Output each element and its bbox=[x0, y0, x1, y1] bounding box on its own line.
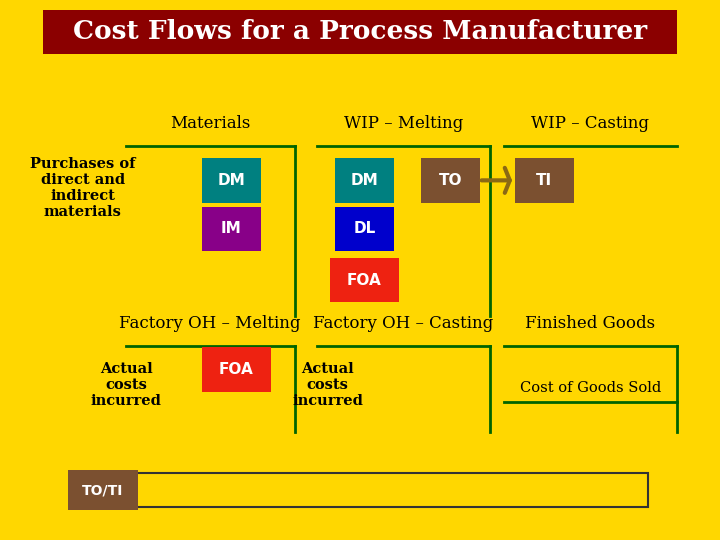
Text: TI: TI bbox=[536, 173, 552, 188]
FancyBboxPatch shape bbox=[68, 470, 138, 510]
Text: Actual
costs
incurred: Actual costs incurred bbox=[91, 362, 161, 408]
Text: WIP – Casting: WIP – Casting bbox=[531, 116, 649, 132]
Text: DL: DL bbox=[354, 221, 375, 237]
Text: DM: DM bbox=[351, 173, 378, 188]
FancyBboxPatch shape bbox=[335, 207, 394, 251]
Text: Cost of Goods Sold: Cost of Goods Sold bbox=[520, 381, 661, 395]
FancyBboxPatch shape bbox=[515, 158, 574, 202]
Text: Actual
costs
incurred: Actual costs incurred bbox=[292, 362, 363, 408]
Text: DM: DM bbox=[217, 173, 245, 188]
Text: Materials: Materials bbox=[170, 116, 251, 132]
FancyBboxPatch shape bbox=[202, 347, 271, 392]
FancyBboxPatch shape bbox=[43, 10, 677, 54]
Text: Cost transferred out/transferred in: Cost transferred out/transferred in bbox=[225, 481, 596, 500]
FancyBboxPatch shape bbox=[330, 258, 399, 302]
Text: TO: TO bbox=[439, 173, 462, 188]
Text: TO/TI: TO/TI bbox=[82, 483, 124, 497]
FancyBboxPatch shape bbox=[335, 158, 394, 202]
Text: Finished Goods: Finished Goods bbox=[526, 315, 655, 332]
FancyBboxPatch shape bbox=[202, 207, 261, 251]
Text: FOA: FOA bbox=[219, 362, 253, 377]
Text: Cost Flows for a Process Manufacturer: Cost Flows for a Process Manufacturer bbox=[73, 19, 647, 44]
Text: FOA: FOA bbox=[347, 273, 382, 288]
FancyBboxPatch shape bbox=[421, 158, 480, 202]
Text: IM: IM bbox=[221, 221, 241, 237]
Text: Factory OH – Melting: Factory OH – Melting bbox=[120, 315, 301, 332]
FancyBboxPatch shape bbox=[130, 473, 648, 507]
Text: Purchases of
direct and
indirect
materials: Purchases of direct and indirect materia… bbox=[30, 157, 135, 219]
FancyBboxPatch shape bbox=[202, 158, 261, 202]
Text: WIP – Melting: WIP – Melting bbox=[343, 116, 463, 132]
Text: Factory OH – Casting: Factory OH – Casting bbox=[313, 315, 493, 332]
